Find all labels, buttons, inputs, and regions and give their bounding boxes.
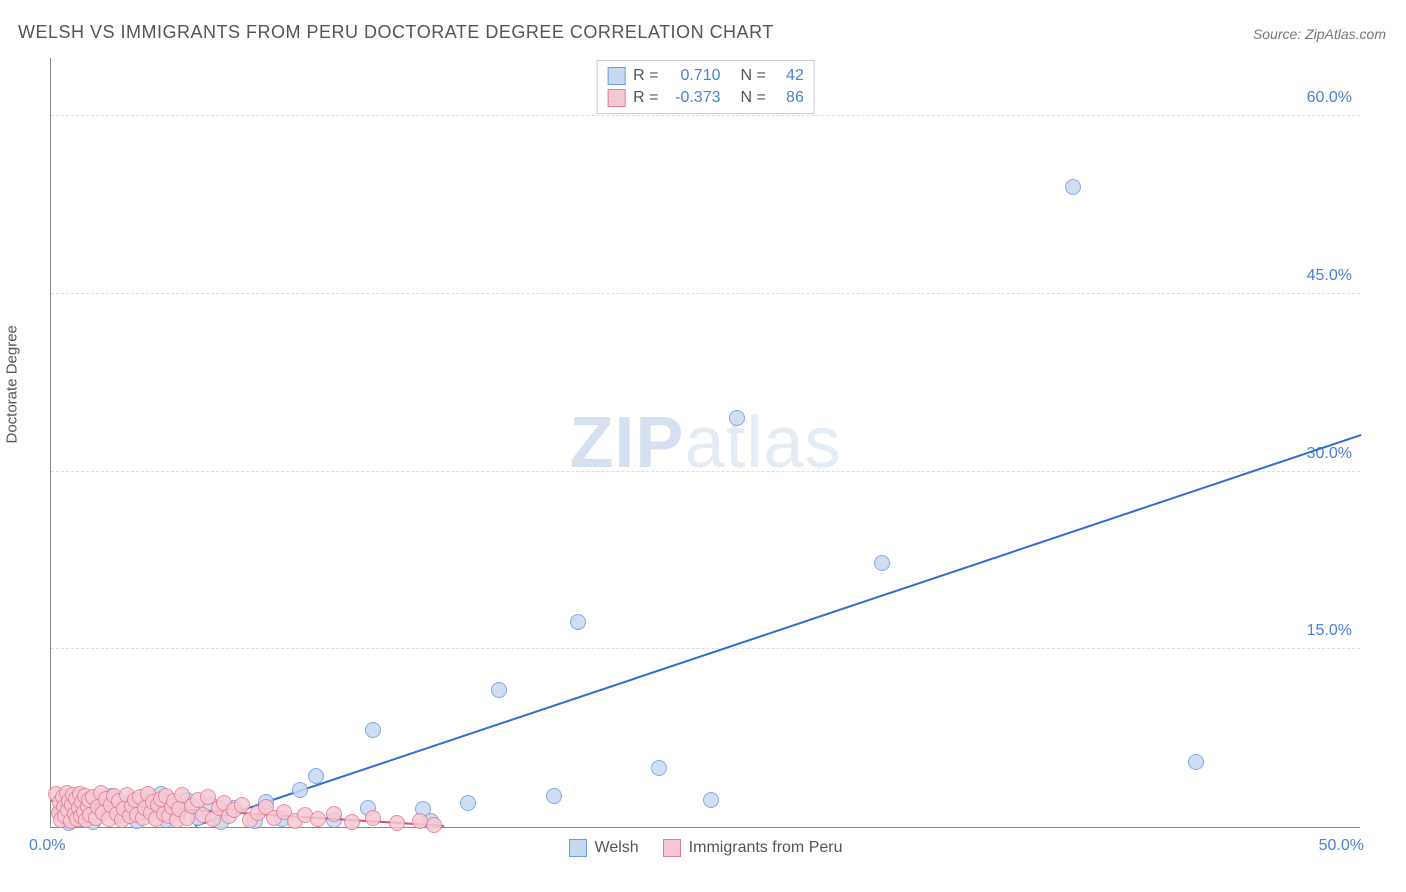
x-tick-label-right: 50.0%: [1319, 837, 1364, 855]
data-point: [310, 811, 326, 827]
y-tick-label: 60.0%: [1307, 89, 1352, 107]
n-value: 86: [774, 89, 804, 107]
series-legend: Welsh Immigrants from Peru: [569, 839, 843, 857]
r-label: R =: [633, 67, 658, 85]
data-point: [874, 555, 890, 571]
data-point: [1188, 754, 1204, 770]
series-label: Immigrants from Peru: [689, 839, 843, 857]
legend-swatch: [607, 89, 625, 107]
data-point: [570, 614, 586, 630]
correlation-legend: R = 0.710 N = 42 R = -0.373 N = 86: [596, 60, 815, 114]
data-point: [546, 788, 562, 804]
y-tick-label: 45.0%: [1307, 267, 1352, 285]
data-point: [703, 792, 719, 808]
y-tick-label: 30.0%: [1307, 445, 1352, 463]
r-label: R =: [633, 89, 658, 107]
data-point: [729, 410, 745, 426]
x-tick-label-left: 0.0%: [29, 837, 65, 855]
data-point: [426, 817, 442, 833]
data-point: [460, 795, 476, 811]
data-point: [365, 810, 381, 826]
n-value: 42: [774, 67, 804, 85]
data-point: [389, 815, 405, 831]
data-point: [234, 797, 250, 813]
data-point: [491, 682, 507, 698]
legend-swatch: [569, 839, 587, 857]
gridline: [51, 115, 1360, 116]
legend-row: R = 0.710 N = 42: [607, 65, 804, 87]
legend-item: Welsh: [569, 839, 639, 857]
gridline: [51, 648, 1360, 649]
r-value: 0.710: [667, 67, 721, 85]
n-label: N =: [741, 67, 766, 85]
r-value: -0.373: [667, 89, 721, 107]
plot-area: ZIPatlas R =0.710N =42R =-0.373N =86 Wel…: [50, 58, 1360, 828]
source-attribution: Source: ZipAtlas.com: [1253, 26, 1386, 42]
gridline: [51, 293, 1360, 294]
gridline: [51, 471, 1360, 472]
data-point: [1065, 179, 1081, 195]
y-tick-label: 15.0%: [1307, 622, 1352, 640]
data-point: [344, 814, 360, 830]
data-point: [308, 768, 324, 784]
series-label: Welsh: [595, 839, 639, 857]
data-point: [326, 806, 342, 822]
legend-swatch: [663, 839, 681, 857]
legend-swatch: [607, 67, 625, 85]
legend-row: R = -0.373 N = 86: [607, 87, 804, 109]
data-point: [292, 782, 308, 798]
chart-title: WELSH VS IMMIGRANTS FROM PERU DOCTORATE …: [18, 22, 774, 43]
data-point: [651, 760, 667, 776]
legend-item: Immigrants from Peru: [663, 839, 843, 857]
chart-container: WELSH VS IMMIGRANTS FROM PERU DOCTORATE …: [0, 0, 1406, 892]
y-axis-label: Doctorate Degree: [4, 325, 21, 443]
trend-line: [195, 434, 1362, 827]
n-label: N =: [741, 89, 766, 107]
data-point: [365, 722, 381, 738]
